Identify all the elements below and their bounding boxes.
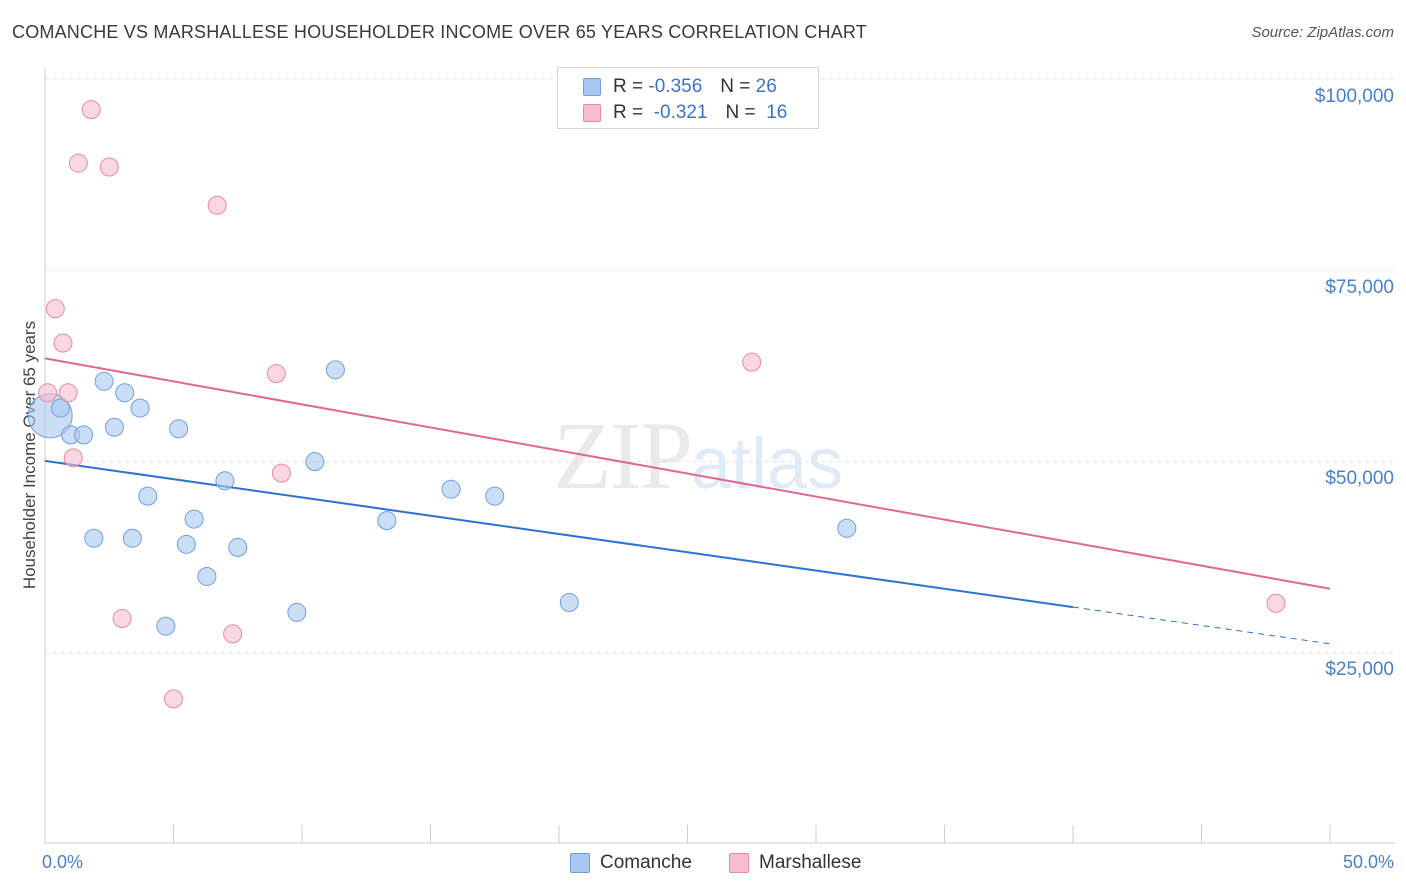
point-marshallese-11 xyxy=(223,624,243,644)
legend-n-label: N = xyxy=(720,76,751,97)
point-marshallese-4 xyxy=(63,448,83,468)
legend-swatch-comanche xyxy=(583,78,601,96)
data-points xyxy=(27,100,1286,709)
chart-source: Source: ZipAtlas.com xyxy=(1251,24,1394,41)
point-comanche-7 xyxy=(115,383,135,403)
legend-n-value: 26 xyxy=(755,76,777,97)
point-comanche-9 xyxy=(130,398,150,418)
point-comanche-6 xyxy=(104,417,124,437)
point-comanche-11 xyxy=(156,616,176,636)
bottom-legend-swatch-marshallese xyxy=(729,853,749,873)
point-marshallese-12 xyxy=(266,364,286,384)
point-marshallese-7 xyxy=(99,157,119,177)
point-marshallese-8 xyxy=(112,609,132,629)
point-marshallese-3 xyxy=(58,383,78,403)
point-comanche-4 xyxy=(84,528,104,548)
point-comanche-23 xyxy=(485,486,505,506)
trend-lines xyxy=(44,357,1331,645)
bottom-legend-marshallese: Marshallese xyxy=(729,852,861,874)
point-marshallese-9 xyxy=(164,689,183,709)
bottom-legend-label-marshallese: Marshallese xyxy=(759,852,862,873)
bottom-legend-comanche: Comanche xyxy=(570,852,692,874)
point-comanche-21 xyxy=(377,511,397,531)
point-marshallese-14 xyxy=(742,352,762,372)
point-comanche-18 xyxy=(287,602,307,622)
y-tick-label-75000: $75,000 xyxy=(1325,277,1394,298)
chart-title: COMANCHE VS MARSHALLESE HOUSEHOLDER INCO… xyxy=(12,22,867,42)
point-comanche-17 xyxy=(228,537,248,557)
axes xyxy=(44,68,1395,844)
point-comanche-20 xyxy=(325,360,345,380)
point-comanche-13 xyxy=(176,534,196,554)
correlation-legend: R = -0.356 N = 26 R = -0.321 N = 16 xyxy=(557,67,819,129)
legend-row-comanche: R = -0.356 N = 26 xyxy=(583,76,777,98)
point-comanche-1 xyxy=(50,398,70,418)
point-comanche-22 xyxy=(441,479,461,499)
point-comanche-19 xyxy=(305,452,325,472)
y-tick-label-50000: $50,000 xyxy=(1325,468,1394,489)
legend-n-value: 16 xyxy=(766,102,788,123)
x-tick-label-min: 0.0% xyxy=(42,852,84,872)
point-comanche-3 xyxy=(74,425,94,445)
point-marshallese-15 xyxy=(1266,593,1286,613)
gridlines xyxy=(45,78,1395,654)
legend-r-label: R = xyxy=(613,102,644,123)
y-tick-label-25000: $25,000 xyxy=(1325,659,1394,680)
point-marshallese-6 xyxy=(81,100,101,120)
legend-r-label: R = xyxy=(613,76,644,97)
point-comanche-8 xyxy=(122,528,142,548)
point-comanche-25 xyxy=(837,518,857,538)
y-tick-label-100000: $100,000 xyxy=(1314,86,1394,107)
point-marshallese-1 xyxy=(45,299,65,319)
legend-r-value: -0.356 xyxy=(648,76,703,97)
point-comanche-12 xyxy=(169,419,189,439)
point-marshallese-10 xyxy=(207,195,227,215)
point-marshallese-0 xyxy=(38,383,58,403)
point-comanche-14 xyxy=(184,509,204,529)
bottom-legend-swatch-comanche xyxy=(570,853,590,873)
point-marshallese-13 xyxy=(271,463,291,483)
trend-line-comanche xyxy=(44,459,1074,609)
x-tick-label-max: 50.0% xyxy=(1342,852,1394,872)
point-comanche-16 xyxy=(215,471,235,491)
bottom-legend-label-comanche: Comanche xyxy=(600,852,692,873)
point-comanche-5 xyxy=(94,371,114,391)
point-marshallese-2 xyxy=(53,333,73,353)
legend-row-marshallese: R = -0.321 N = 16 xyxy=(583,102,787,124)
point-comanche-10 xyxy=(138,486,158,506)
point-comanche-24 xyxy=(559,592,579,612)
trend-line-marshallese xyxy=(44,357,1331,590)
point-marshallese-5 xyxy=(68,153,88,173)
point-comanche-15 xyxy=(197,566,217,586)
legend-swatch-marshallese xyxy=(583,104,601,122)
legend-r-value: -0.321 xyxy=(653,102,708,123)
trend-line-extension-comanche xyxy=(1072,606,1331,645)
legend-n-label: N = xyxy=(725,102,756,123)
